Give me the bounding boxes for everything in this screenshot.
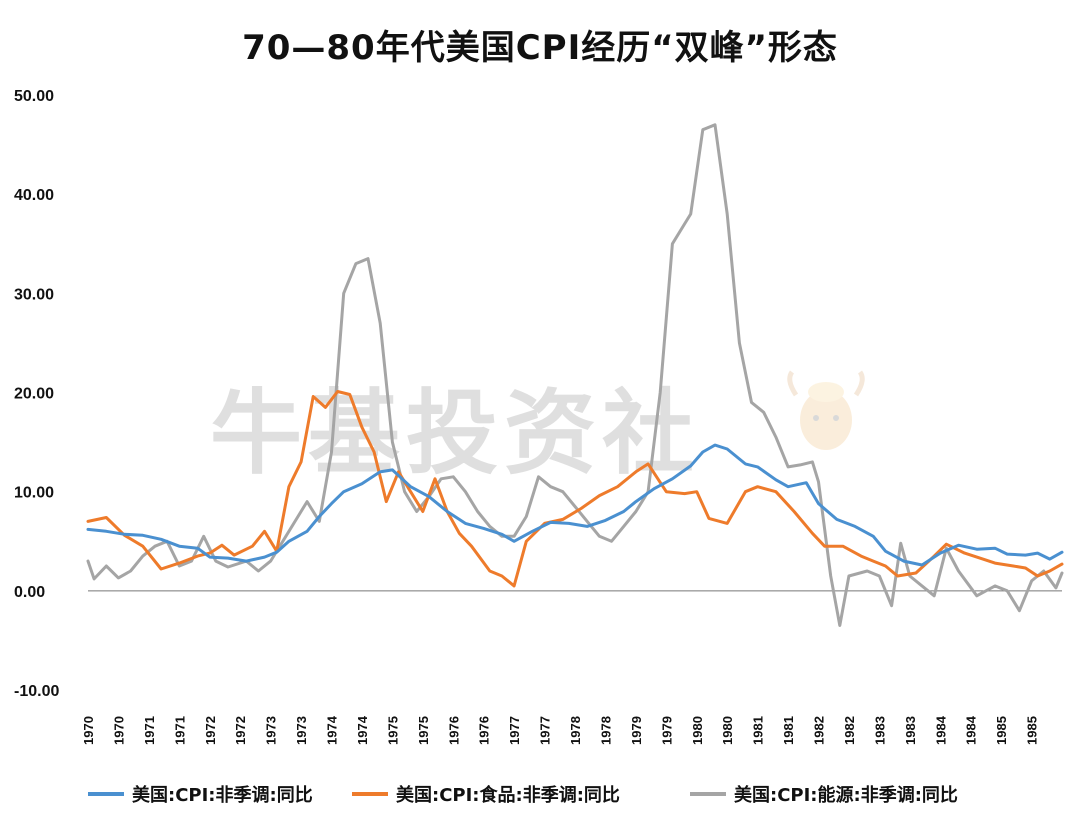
x-tick-label: 1973: [264, 716, 279, 745]
x-tick-label: 1978: [598, 716, 613, 745]
series-line: [86, 123, 1064, 627]
x-tick-label: 1983: [903, 716, 918, 745]
x-tick-label: 1977: [538, 716, 553, 745]
y-tick-label: 10.00: [14, 485, 54, 502]
mascot-logo-icon: [787, 370, 865, 450]
x-tick-label: 1970: [111, 716, 126, 745]
y-tick-label: 0.00: [14, 584, 45, 601]
x-tick-label: 1984: [933, 715, 948, 745]
legend-label: 美国:CPI:食品:非季调:同比: [396, 784, 620, 806]
series-line: [86, 390, 1064, 588]
x-tick-label: 1976: [446, 716, 461, 745]
x-tick-label: 1980: [690, 716, 705, 745]
x-tick-label: 1982: [842, 716, 857, 745]
series-layer: [86, 123, 1064, 627]
x-tick-label: 1979: [629, 716, 644, 745]
x-tick-label: 1985: [994, 716, 1009, 745]
series-line: [86, 443, 1064, 567]
x-tick-label: 1978: [568, 716, 583, 745]
x-tick-label: 1972: [203, 716, 218, 745]
x-tick-label: 1980: [720, 716, 735, 745]
x-tick-label: 1971: [172, 716, 187, 745]
y-tick-label: 40.00: [14, 187, 54, 204]
x-tick-label: 1976: [477, 716, 492, 745]
x-tick-label: 1970: [81, 716, 96, 745]
x-tick-label: 1973: [294, 716, 309, 745]
y-tick-label: -10.00: [14, 683, 59, 700]
x-tick-label: 1982: [812, 716, 827, 745]
legend-label: 美国:CPI:非季调:同比: [132, 784, 313, 806]
x-tick-label: 1979: [659, 716, 674, 745]
x-tick-label: 1972: [233, 716, 248, 745]
y-tick-label: 20.00: [14, 386, 54, 403]
x-tick-label: 1971: [142, 716, 157, 745]
x-tick-label: 1975: [385, 716, 400, 745]
x-tick-label: 1984: [964, 715, 979, 745]
chart-title: 70—80年代美国CPI经历“双峰”形态: [242, 28, 838, 68]
x-tick-label: 1985: [1025, 716, 1040, 745]
x-tick-label: 1974: [325, 715, 340, 745]
y-tick-label: 50.00: [14, 88, 54, 105]
x-axis: 1970 1970 1971 1971 1972 1972 1973 1973 1974 1974…: [81, 590, 1062, 745]
x-tick-label: 1981: [781, 716, 796, 745]
x-tick-label: 1975: [416, 716, 431, 745]
y-axis: 50.00 40.00 30.00 20.00 10.00 0.00 -10.00: [14, 88, 59, 700]
x-tick-label: 1974: [355, 715, 370, 745]
x-tick-label: 1983: [872, 716, 887, 745]
y-tick-label: 30.00: [14, 286, 54, 303]
x-tick-label: 1981: [751, 716, 766, 745]
x-tick-label: 1977: [507, 716, 522, 745]
legend-label: 美国:CPI:能源:非季调:同比: [734, 784, 958, 806]
legend: 美国:CPI:非季调:同比 美国:CPI:食品:非季调:同比 美国:CPI:能源:非…: [88, 784, 958, 806]
watermark-text: 牛基投资社: [210, 380, 700, 487]
